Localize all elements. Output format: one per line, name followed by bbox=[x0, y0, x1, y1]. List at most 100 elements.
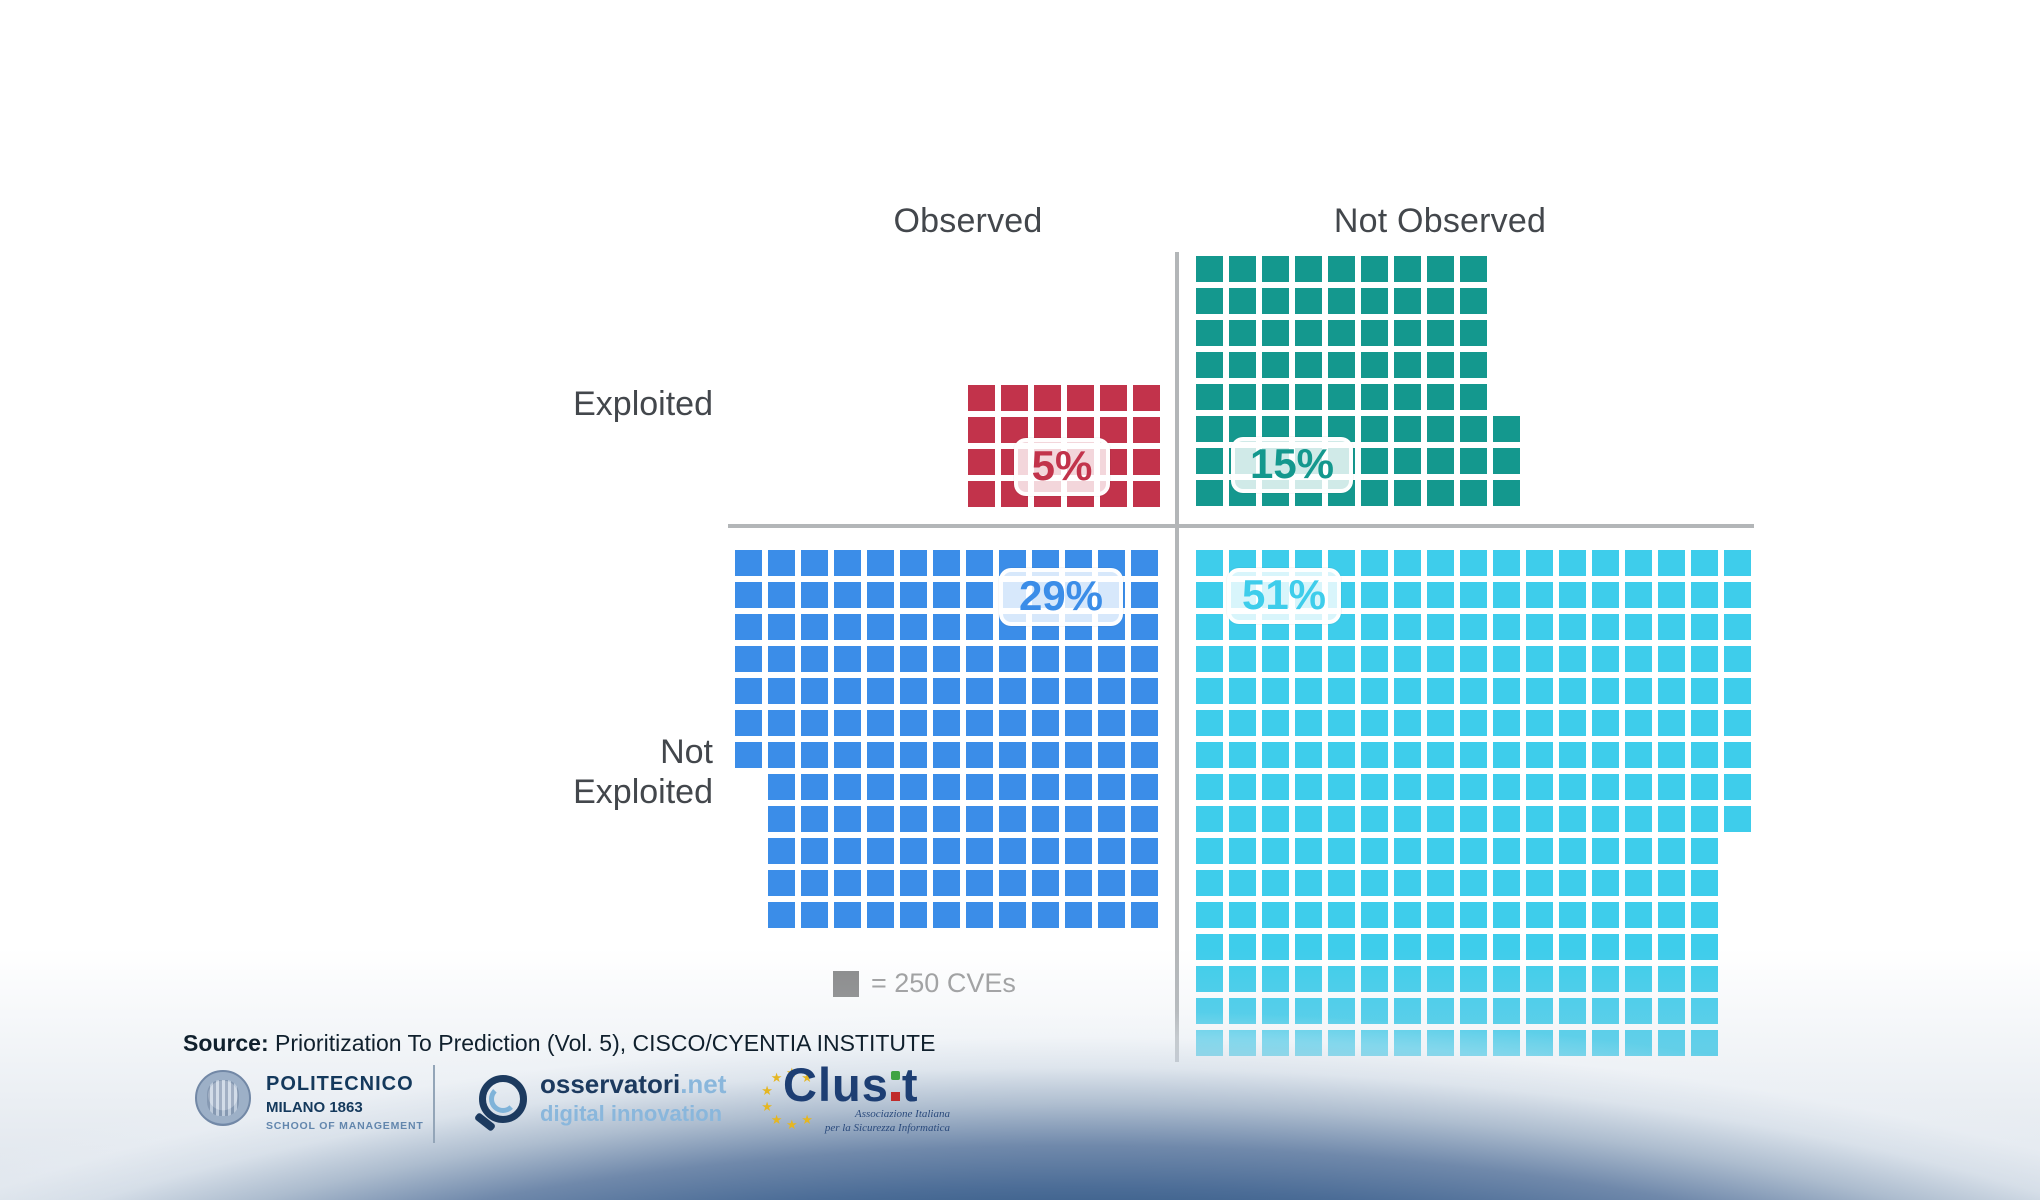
waffle-square bbox=[1625, 742, 1652, 768]
waffle-square bbox=[999, 774, 1026, 800]
waffle-square bbox=[1361, 448, 1388, 474]
waffle-square bbox=[1592, 966, 1619, 992]
waffle-square bbox=[1559, 550, 1586, 576]
waffle-square bbox=[1559, 966, 1586, 992]
column-label-not-observed: Not Observed bbox=[1333, 202, 1547, 240]
legend-label: = 250 CVEs bbox=[871, 968, 1016, 998]
waffle-square bbox=[999, 742, 1026, 768]
waffle-square bbox=[768, 902, 795, 928]
waffle-square bbox=[735, 614, 762, 640]
waffle-square bbox=[1493, 448, 1520, 474]
waffle-square bbox=[1328, 774, 1355, 800]
waffle-square bbox=[801, 678, 828, 704]
waffle-square bbox=[1592, 870, 1619, 896]
waffle-square bbox=[1295, 934, 1322, 960]
waffle-square bbox=[1295, 384, 1322, 410]
waffle-square bbox=[1625, 614, 1652, 640]
waffle-square bbox=[1098, 678, 1125, 704]
waffle-square bbox=[1328, 384, 1355, 410]
waffle-square bbox=[1361, 742, 1388, 768]
waffle-square bbox=[1196, 614, 1223, 640]
waffle-square bbox=[1427, 480, 1454, 506]
waffle-square bbox=[966, 582, 993, 608]
waffle-square bbox=[1493, 678, 1520, 704]
waffle-square bbox=[1328, 1030, 1355, 1056]
waffle-square bbox=[1460, 646, 1487, 672]
waffle-square bbox=[1361, 966, 1388, 992]
waffle-square bbox=[834, 870, 861, 896]
waffle-square bbox=[735, 710, 762, 736]
waffle-square bbox=[1592, 550, 1619, 576]
waffle-square bbox=[1658, 582, 1685, 608]
waffle-square bbox=[1065, 902, 1092, 928]
waffle-square bbox=[1526, 998, 1553, 1024]
waffle-square bbox=[735, 646, 762, 672]
waffle-square bbox=[1131, 870, 1158, 896]
waffle-square bbox=[1098, 646, 1125, 672]
clusit-i-dots-icon bbox=[890, 1067, 901, 1101]
waffle-square bbox=[1559, 1030, 1586, 1056]
waffle-square bbox=[1328, 934, 1355, 960]
waffle-square bbox=[1592, 582, 1619, 608]
waffle-square bbox=[1131, 774, 1158, 800]
badge-exploited-not-observed: 15% bbox=[1231, 437, 1353, 493]
waffle-square bbox=[1592, 1030, 1619, 1056]
waffle-square bbox=[1658, 550, 1685, 576]
waffle-square bbox=[768, 710, 795, 736]
waffle-square bbox=[1196, 480, 1223, 506]
waffle-square bbox=[1394, 416, 1421, 442]
waffle-square bbox=[968, 417, 995, 443]
waffle-square bbox=[1098, 774, 1125, 800]
waffle-square bbox=[1196, 806, 1223, 832]
waffle-square bbox=[1460, 902, 1487, 928]
waffle-square bbox=[1065, 646, 1092, 672]
waffle-square bbox=[1032, 742, 1059, 768]
waffle-square bbox=[1295, 320, 1322, 346]
waffle-square bbox=[1592, 902, 1619, 928]
osservatori-brand: osservatori bbox=[540, 1069, 681, 1099]
waffle-square bbox=[1427, 320, 1454, 346]
waffle-square bbox=[1427, 710, 1454, 736]
waffle-square bbox=[1100, 385, 1127, 411]
waffle-square bbox=[1592, 710, 1619, 736]
waffle-square bbox=[1592, 646, 1619, 672]
waffle-square bbox=[1065, 710, 1092, 736]
waffle-square bbox=[1526, 838, 1553, 864]
waffle-square bbox=[966, 678, 993, 704]
waffle-square bbox=[1295, 870, 1322, 896]
waffle-square bbox=[933, 678, 960, 704]
waffle-square bbox=[1691, 1030, 1718, 1056]
waffle-square bbox=[1196, 320, 1223, 346]
waffle-square bbox=[1394, 870, 1421, 896]
waffle-square bbox=[1328, 902, 1355, 928]
waffle-square bbox=[867, 710, 894, 736]
waffle-square bbox=[1625, 1030, 1652, 1056]
horizontal-divider bbox=[728, 524, 1754, 528]
waffle-square bbox=[1262, 352, 1289, 378]
waffle-square bbox=[1196, 678, 1223, 704]
waffle-square bbox=[1131, 838, 1158, 864]
waffle-square bbox=[1592, 998, 1619, 1024]
waffle-square bbox=[1394, 256, 1421, 282]
waffle-square bbox=[1361, 384, 1388, 410]
waffle-square bbox=[1625, 966, 1652, 992]
waffle-square bbox=[834, 774, 861, 800]
waffle-square bbox=[1229, 934, 1256, 960]
waffle-square bbox=[1032, 774, 1059, 800]
waffle-square bbox=[1559, 870, 1586, 896]
footer-logos: POLITECNICO MILANO 1863 SCHOOL OF MANAGE… bbox=[0, 1055, 1000, 1155]
waffle-square bbox=[768, 678, 795, 704]
waffle-square bbox=[1361, 288, 1388, 314]
waffle-square bbox=[867, 614, 894, 640]
waffle-square bbox=[1295, 288, 1322, 314]
waffle-square bbox=[1691, 966, 1718, 992]
waffle-square bbox=[1295, 256, 1322, 282]
waffle-square bbox=[1592, 678, 1619, 704]
waffle-square bbox=[1065, 678, 1092, 704]
waffle-square bbox=[1361, 582, 1388, 608]
waffle-square bbox=[1526, 646, 1553, 672]
waffle-square bbox=[801, 774, 828, 800]
waffle-square bbox=[1098, 838, 1125, 864]
waffle-square bbox=[1658, 710, 1685, 736]
waffle-square bbox=[1032, 870, 1059, 896]
